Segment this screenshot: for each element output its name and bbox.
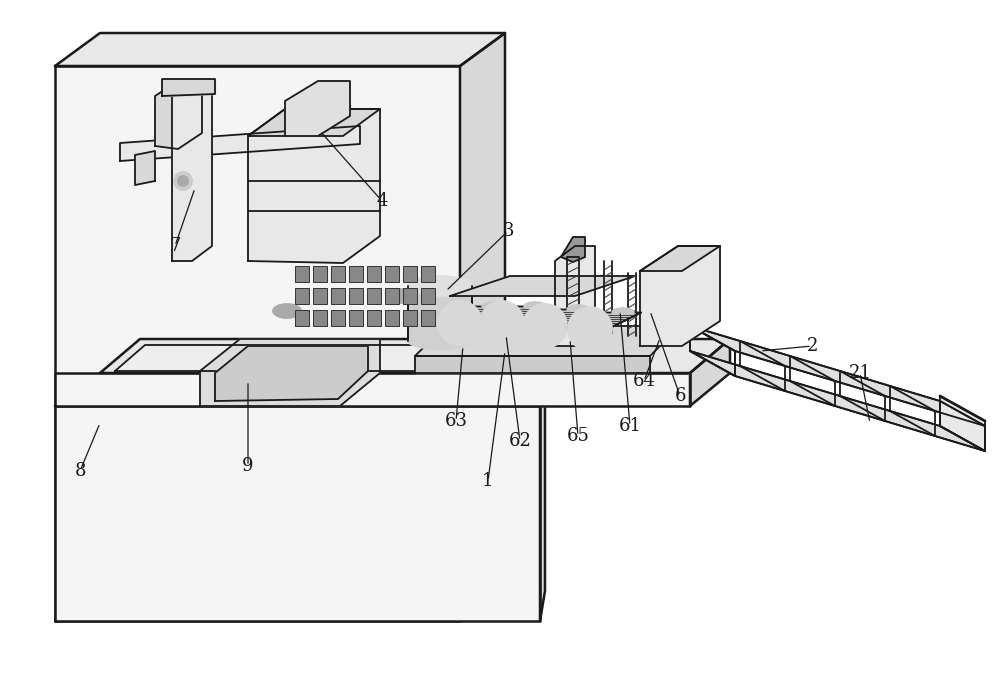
Polygon shape xyxy=(690,339,730,406)
Text: 64: 64 xyxy=(633,372,655,390)
Polygon shape xyxy=(561,237,585,262)
Polygon shape xyxy=(55,406,540,621)
Polygon shape xyxy=(55,33,505,66)
Polygon shape xyxy=(100,339,730,373)
Polygon shape xyxy=(248,109,380,136)
FancyBboxPatch shape xyxy=(385,288,399,304)
Polygon shape xyxy=(215,346,368,401)
FancyBboxPatch shape xyxy=(331,310,345,326)
Polygon shape xyxy=(55,373,545,406)
Text: 9: 9 xyxy=(242,457,254,475)
FancyBboxPatch shape xyxy=(295,266,309,282)
Polygon shape xyxy=(484,307,553,323)
FancyBboxPatch shape xyxy=(367,310,381,326)
FancyBboxPatch shape xyxy=(385,266,399,282)
Ellipse shape xyxy=(386,289,414,303)
FancyBboxPatch shape xyxy=(403,310,417,326)
Polygon shape xyxy=(55,373,690,406)
FancyBboxPatch shape xyxy=(295,310,309,326)
Polygon shape xyxy=(285,81,350,136)
FancyBboxPatch shape xyxy=(403,266,417,282)
Ellipse shape xyxy=(523,304,567,348)
Ellipse shape xyxy=(408,276,472,296)
FancyBboxPatch shape xyxy=(313,288,327,304)
Polygon shape xyxy=(640,246,720,346)
Text: 61: 61 xyxy=(618,417,642,435)
Ellipse shape xyxy=(482,302,504,311)
Ellipse shape xyxy=(567,305,589,314)
Text: 65: 65 xyxy=(567,427,589,445)
Polygon shape xyxy=(540,373,545,621)
Text: 7: 7 xyxy=(169,237,181,255)
Polygon shape xyxy=(172,81,212,261)
FancyBboxPatch shape xyxy=(331,266,345,282)
Polygon shape xyxy=(200,339,380,406)
Polygon shape xyxy=(415,326,680,356)
FancyBboxPatch shape xyxy=(295,288,309,304)
Text: 4: 4 xyxy=(376,192,388,210)
Polygon shape xyxy=(408,286,472,341)
Polygon shape xyxy=(940,396,985,451)
FancyBboxPatch shape xyxy=(349,266,363,282)
Ellipse shape xyxy=(174,172,192,190)
FancyBboxPatch shape xyxy=(421,310,435,326)
Polygon shape xyxy=(155,81,202,149)
FancyBboxPatch shape xyxy=(367,288,381,304)
Ellipse shape xyxy=(524,302,546,311)
Ellipse shape xyxy=(480,301,524,345)
FancyBboxPatch shape xyxy=(421,288,435,304)
Polygon shape xyxy=(162,79,215,96)
Polygon shape xyxy=(555,246,595,346)
Polygon shape xyxy=(120,126,360,161)
Text: 6: 6 xyxy=(674,387,686,405)
FancyBboxPatch shape xyxy=(385,310,399,326)
Ellipse shape xyxy=(178,176,188,186)
Ellipse shape xyxy=(568,307,612,351)
FancyBboxPatch shape xyxy=(367,266,381,282)
Polygon shape xyxy=(55,66,460,621)
FancyBboxPatch shape xyxy=(349,310,363,326)
Text: 8: 8 xyxy=(74,462,86,480)
Polygon shape xyxy=(460,33,505,621)
Polygon shape xyxy=(572,312,641,329)
Text: 21: 21 xyxy=(849,364,871,382)
Polygon shape xyxy=(248,109,380,263)
Polygon shape xyxy=(690,326,985,426)
Polygon shape xyxy=(567,257,579,329)
FancyBboxPatch shape xyxy=(403,288,417,304)
Polygon shape xyxy=(690,351,985,451)
Text: 3: 3 xyxy=(502,222,514,240)
Polygon shape xyxy=(115,345,600,371)
FancyBboxPatch shape xyxy=(349,288,363,304)
Text: 1: 1 xyxy=(482,472,494,490)
FancyBboxPatch shape xyxy=(313,266,327,282)
Polygon shape xyxy=(450,276,635,296)
Ellipse shape xyxy=(273,304,301,318)
Polygon shape xyxy=(135,151,155,185)
Ellipse shape xyxy=(612,308,634,317)
FancyBboxPatch shape xyxy=(421,266,435,282)
Polygon shape xyxy=(442,307,511,323)
Polygon shape xyxy=(640,246,720,271)
Text: 63: 63 xyxy=(444,412,468,430)
Text: 62: 62 xyxy=(509,432,531,450)
Ellipse shape xyxy=(438,301,482,345)
FancyBboxPatch shape xyxy=(331,288,345,304)
Polygon shape xyxy=(415,356,650,373)
FancyBboxPatch shape xyxy=(313,310,327,326)
Polygon shape xyxy=(527,310,596,326)
Ellipse shape xyxy=(408,333,472,349)
Text: 2: 2 xyxy=(806,337,818,355)
